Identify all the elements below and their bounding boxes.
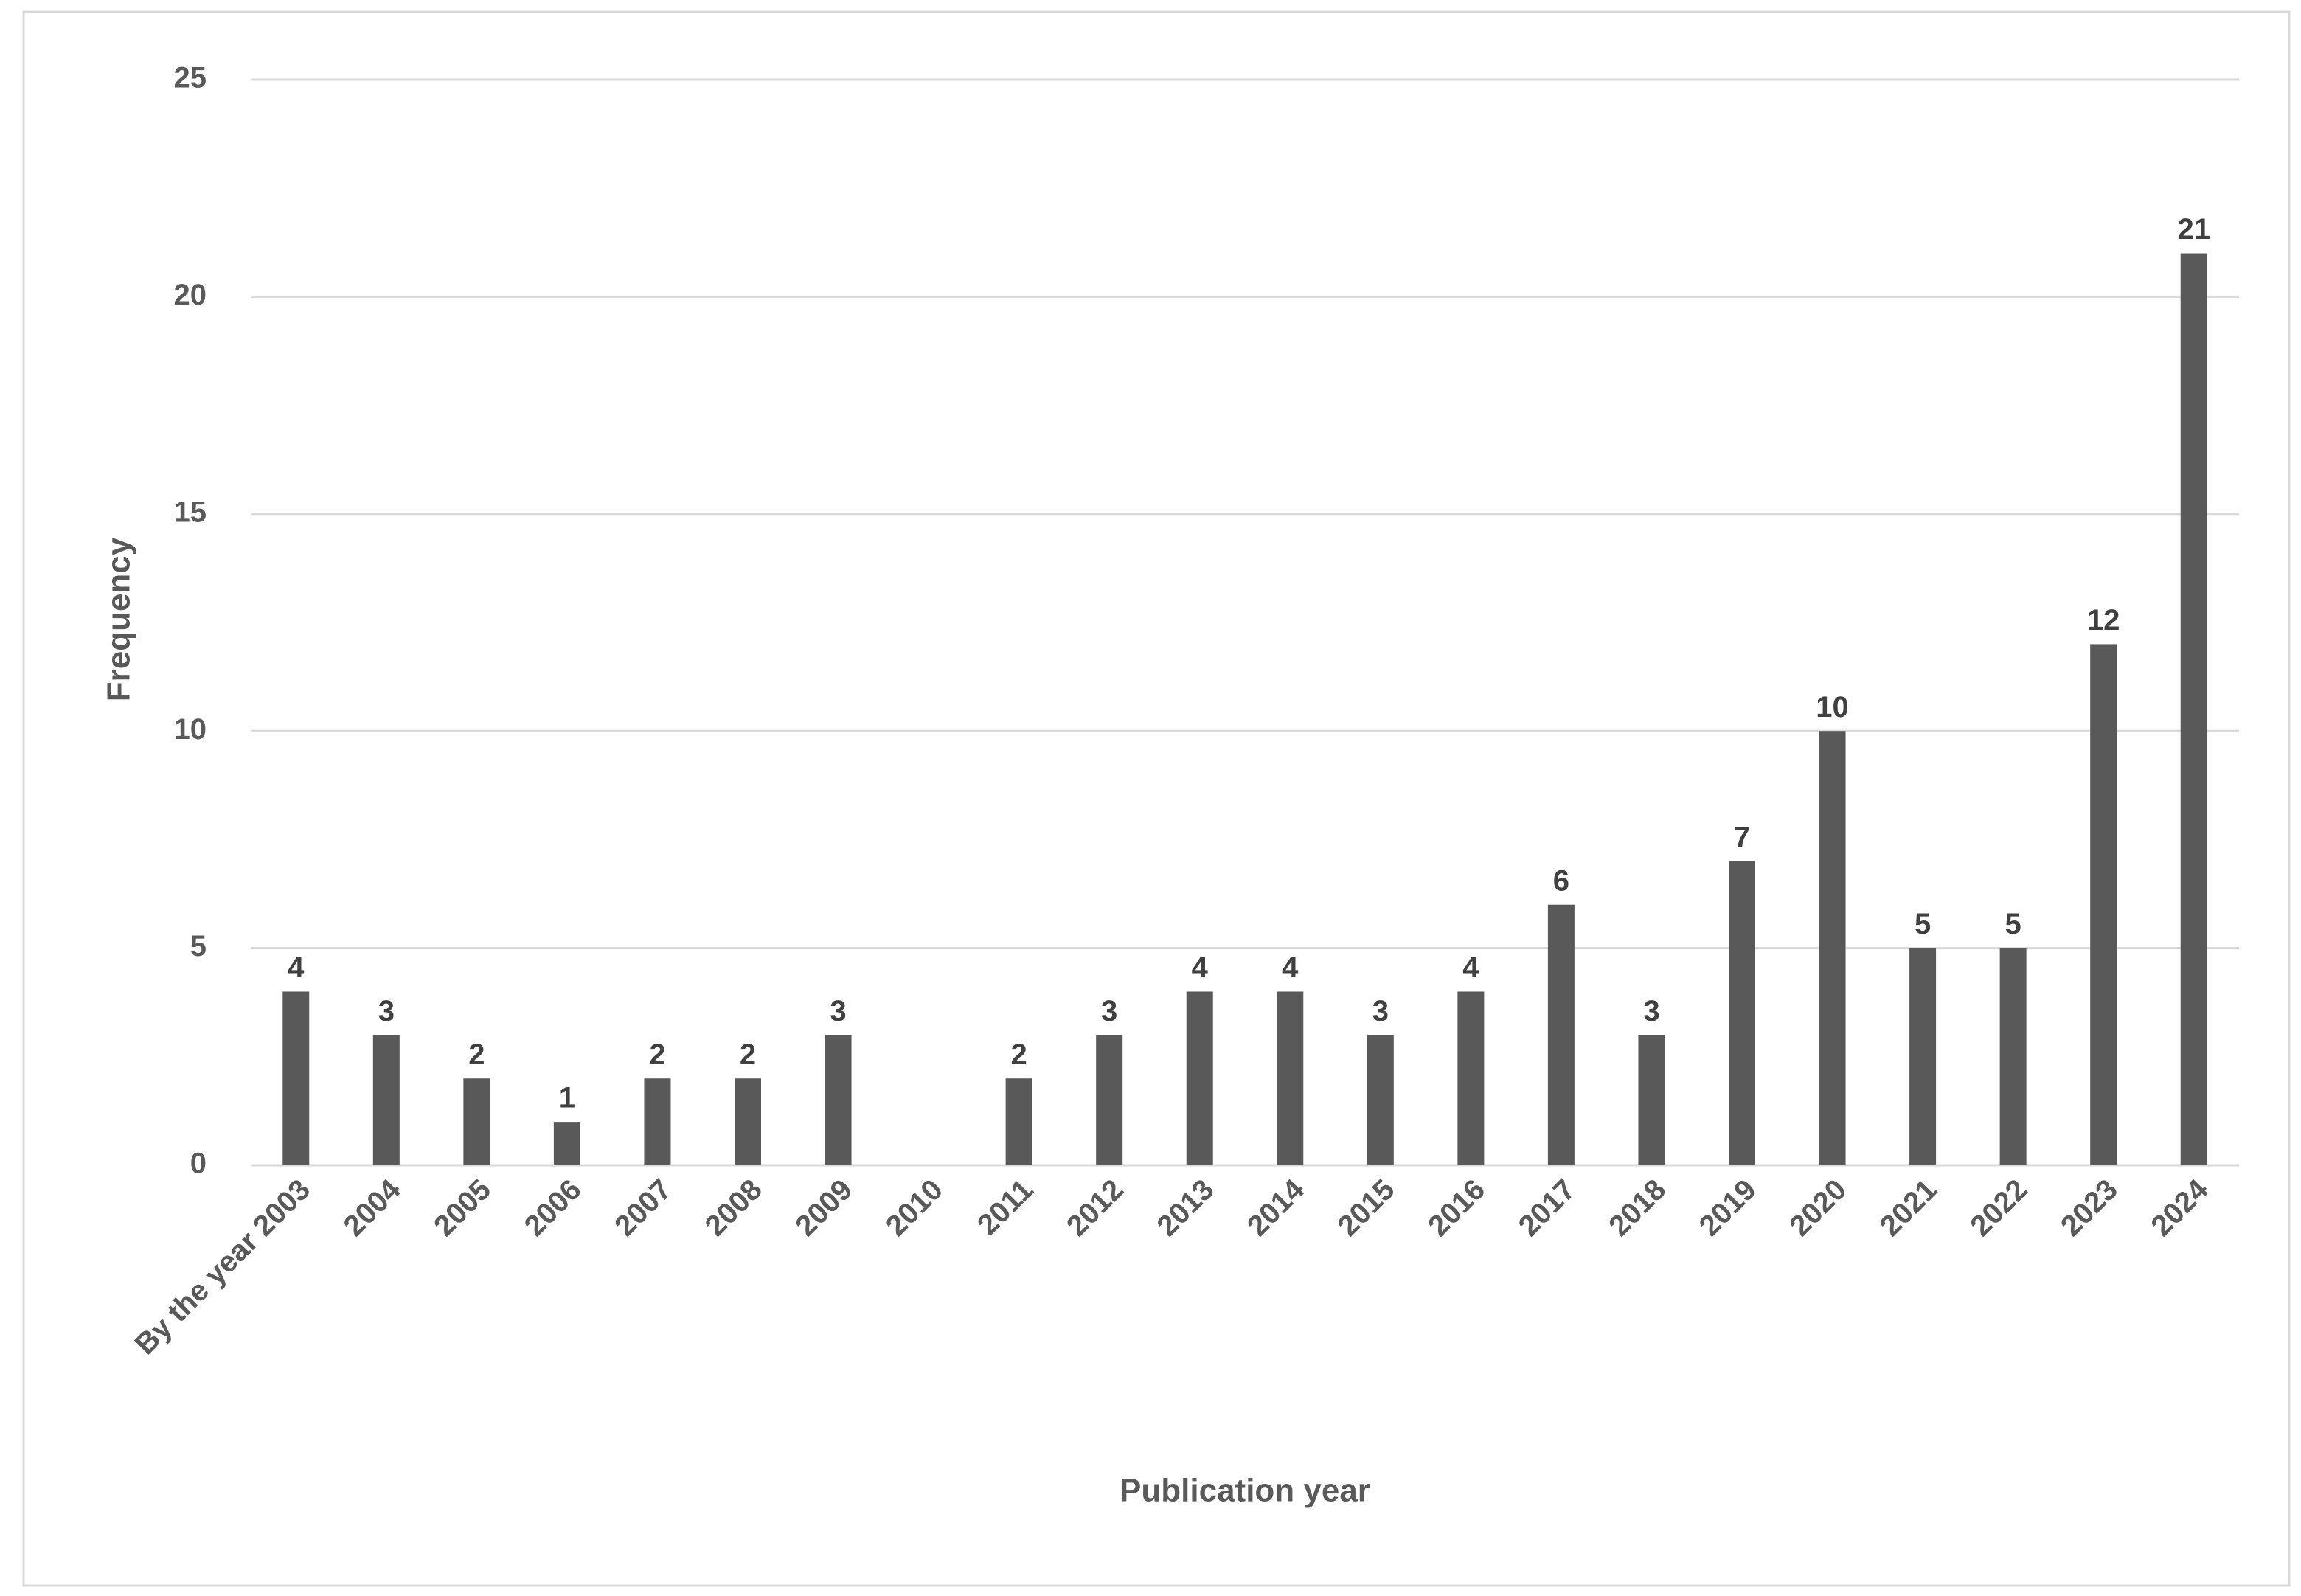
bar [735, 1078, 761, 1165]
data-label: 3 [1372, 995, 1389, 1027]
x-axis-label: Publication year [1120, 1473, 1370, 1509]
data-label: 4 [288, 951, 305, 984]
data-label: 4 [1462, 951, 1479, 984]
bar [1367, 1035, 1394, 1165]
chart-border [22, 10, 2291, 1587]
bar [1819, 731, 1846, 1165]
bar [463, 1078, 490, 1165]
data-label: 2 [468, 1038, 485, 1071]
data-label: 2 [1011, 1038, 1027, 1071]
data-label: 5 [1915, 908, 1931, 940]
bar [825, 1035, 852, 1165]
bar [553, 1122, 580, 1165]
bar [1547, 904, 1575, 1165]
y-tick-label: 20 [174, 279, 207, 311]
bar [1457, 991, 1485, 1165]
data-label: 3 [378, 995, 395, 1027]
y-tick-label: 25 [174, 62, 207, 94]
bar [644, 1078, 671, 1165]
bar [2090, 644, 2117, 1165]
data-label: 10 [1816, 691, 1849, 724]
y-tick-label: 0 [190, 1148, 206, 1180]
bar [2180, 253, 2207, 1165]
data-label: 5 [2005, 908, 2021, 940]
bar [372, 1035, 400, 1165]
y-axis-label: Frequency [101, 537, 137, 701]
data-label: 2 [740, 1038, 756, 1071]
data-label: 12 [2087, 604, 2120, 636]
data-label: 3 [1101, 995, 1117, 1027]
bar [1729, 861, 1755, 1165]
bar [1909, 948, 1937, 1165]
bar [1005, 1078, 1032, 1165]
data-label: 21 [2177, 213, 2210, 246]
data-label: 1 [559, 1082, 575, 1114]
bar [1999, 948, 2027, 1165]
y-tick-label: 10 [174, 713, 207, 746]
bar [1096, 1035, 1123, 1165]
bar [1277, 991, 1304, 1165]
data-label: 3 [1643, 995, 1659, 1027]
bar [1638, 1035, 1665, 1165]
data-label: 3 [830, 995, 846, 1027]
data-label: 2 [649, 1038, 665, 1071]
data-label: 4 [1282, 951, 1299, 984]
data-label: 7 [1734, 821, 1750, 853]
y-tick-label: 15 [174, 496, 207, 528]
data-label: 6 [1553, 864, 1569, 897]
y-tick-label: 5 [190, 930, 206, 962]
data-label: 4 [1192, 951, 1209, 984]
bar [1186, 991, 1213, 1165]
bar [282, 991, 310, 1165]
